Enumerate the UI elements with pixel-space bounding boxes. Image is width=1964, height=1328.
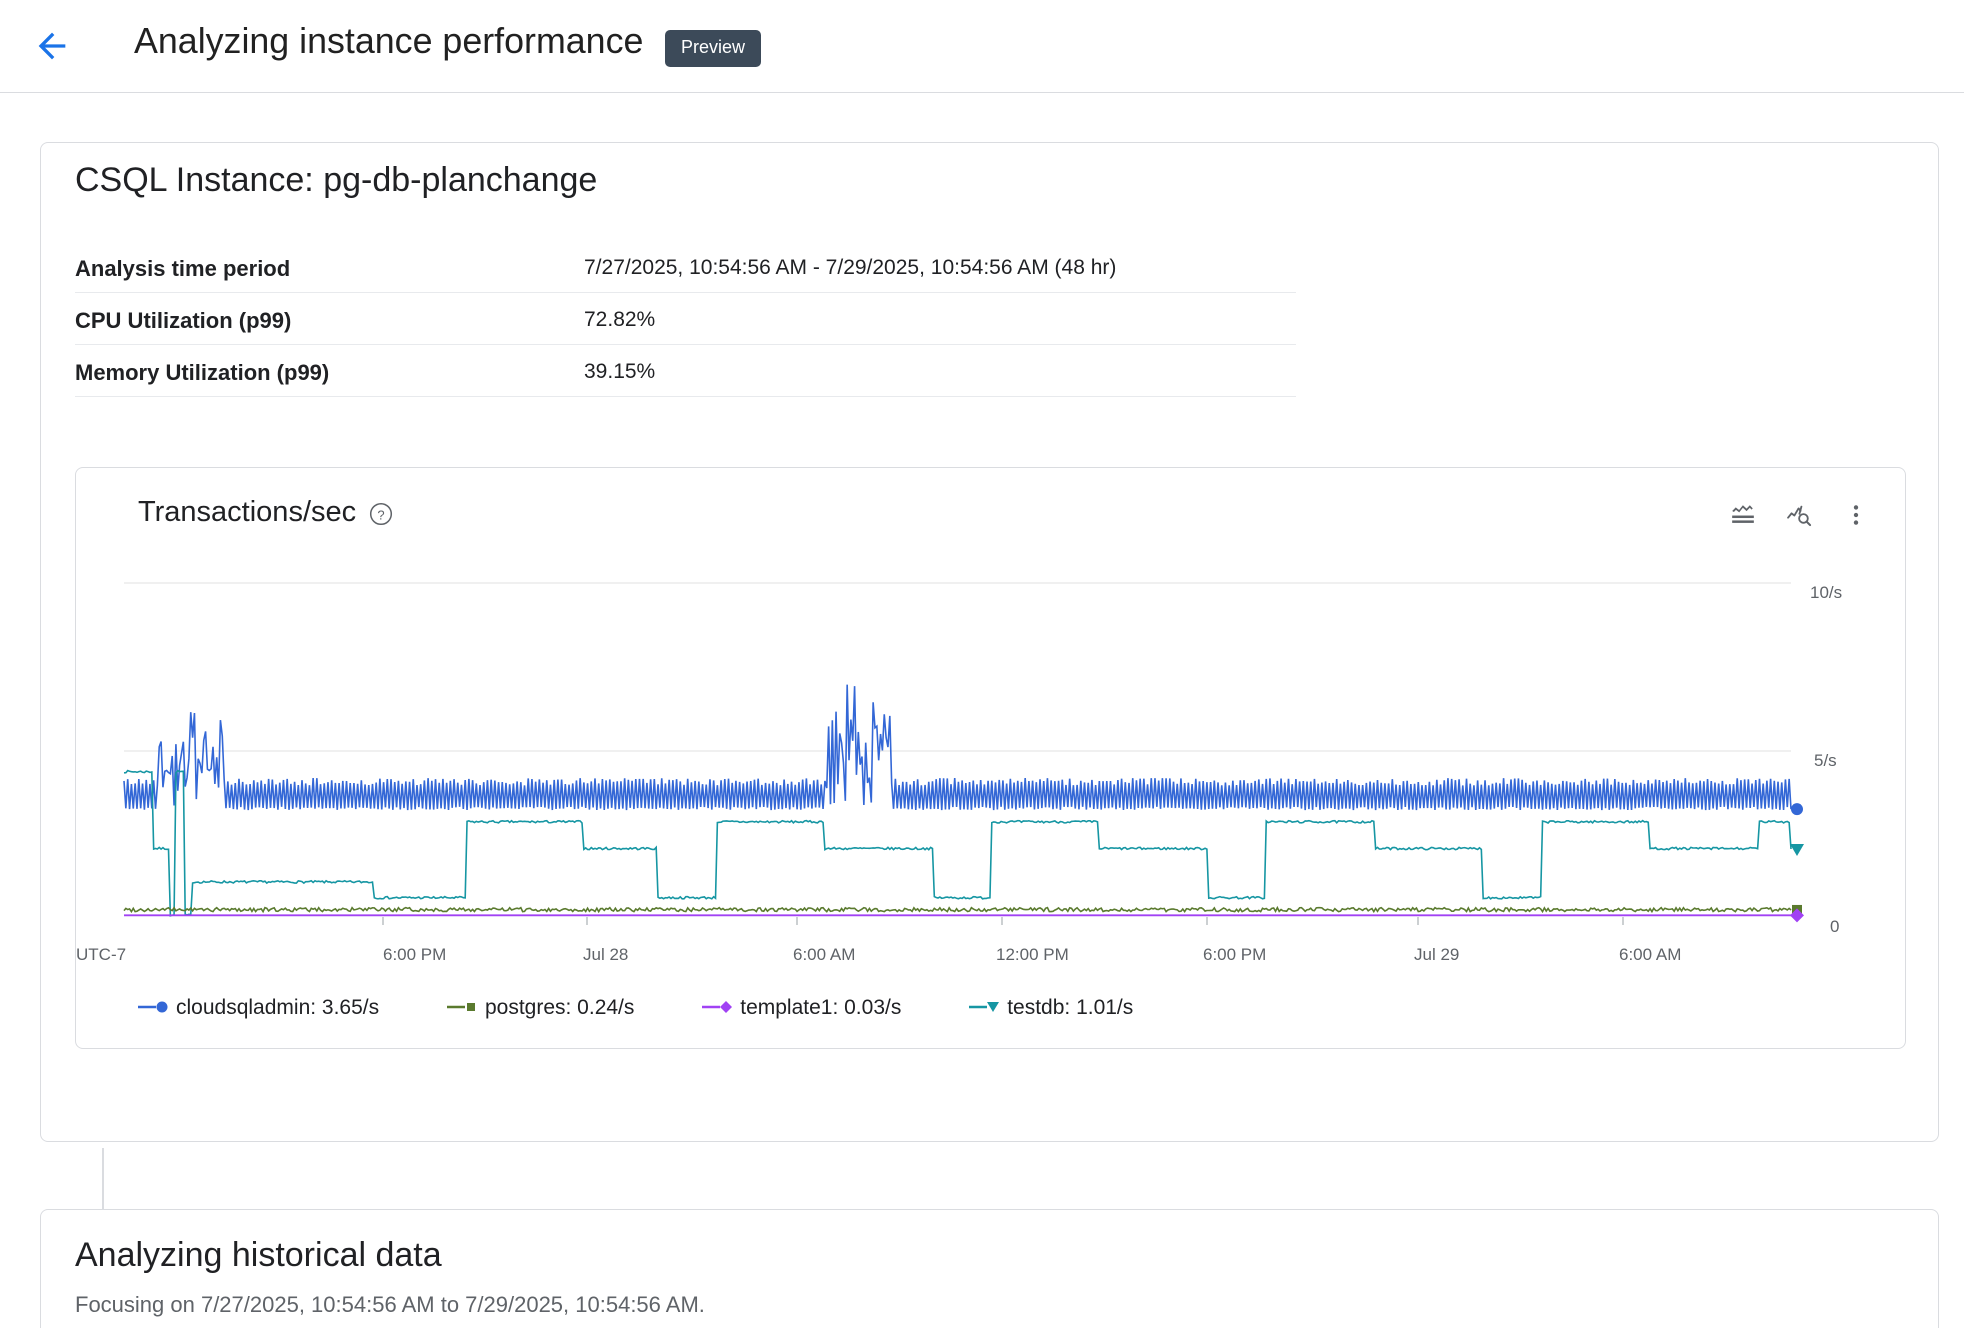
svg-text:?: ? [377, 507, 384, 522]
